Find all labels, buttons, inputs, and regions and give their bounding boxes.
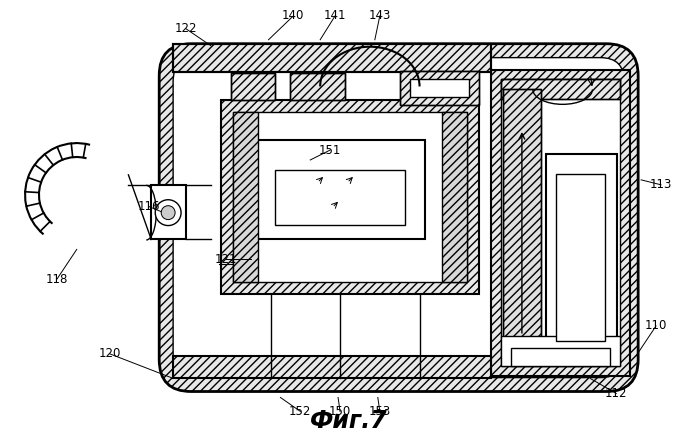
FancyBboxPatch shape bbox=[159, 44, 638, 392]
Text: 152: 152 bbox=[289, 405, 311, 418]
Bar bbox=[231, 72, 276, 100]
Bar bbox=[511, 348, 610, 366]
Text: 121: 121 bbox=[214, 253, 237, 266]
Bar bbox=[501, 79, 621, 366]
Bar bbox=[400, 71, 479, 106]
Text: Фиг.7: Фиг.7 bbox=[310, 409, 388, 433]
Text: 122: 122 bbox=[174, 22, 198, 35]
Bar bbox=[173, 356, 491, 378]
Bar bbox=[231, 72, 276, 100]
Bar bbox=[232, 112, 258, 282]
Text: 150: 150 bbox=[329, 405, 351, 418]
Text: 118: 118 bbox=[45, 273, 68, 286]
Bar bbox=[410, 79, 469, 97]
Bar bbox=[400, 71, 479, 106]
Circle shape bbox=[155, 200, 181, 225]
Bar bbox=[491, 70, 630, 375]
Text: 116: 116 bbox=[138, 200, 161, 213]
Bar bbox=[232, 112, 467, 282]
Bar bbox=[151, 185, 186, 239]
Text: 141: 141 bbox=[324, 10, 346, 22]
Bar bbox=[221, 100, 479, 294]
Bar bbox=[276, 170, 405, 225]
Text: 112: 112 bbox=[605, 387, 628, 400]
Bar bbox=[173, 44, 491, 72]
Text: 143: 143 bbox=[369, 10, 391, 22]
Bar bbox=[503, 89, 541, 356]
Circle shape bbox=[161, 206, 175, 220]
Text: 120: 120 bbox=[98, 347, 121, 360]
Bar bbox=[501, 336, 621, 366]
Text: 110: 110 bbox=[645, 320, 667, 332]
Bar bbox=[501, 79, 621, 99]
Bar bbox=[443, 112, 467, 282]
Bar bbox=[556, 174, 605, 341]
Text: 151: 151 bbox=[319, 143, 341, 157]
Text: 153: 153 bbox=[369, 405, 391, 418]
Bar bbox=[255, 140, 424, 239]
FancyBboxPatch shape bbox=[173, 58, 624, 378]
Bar bbox=[173, 44, 491, 72]
Text: 113: 113 bbox=[650, 178, 672, 191]
Bar bbox=[290, 72, 345, 100]
Bar bbox=[290, 72, 345, 100]
Bar bbox=[546, 154, 617, 351]
Bar bbox=[503, 89, 541, 356]
Bar bbox=[501, 79, 621, 99]
Text: 140: 140 bbox=[282, 10, 304, 22]
